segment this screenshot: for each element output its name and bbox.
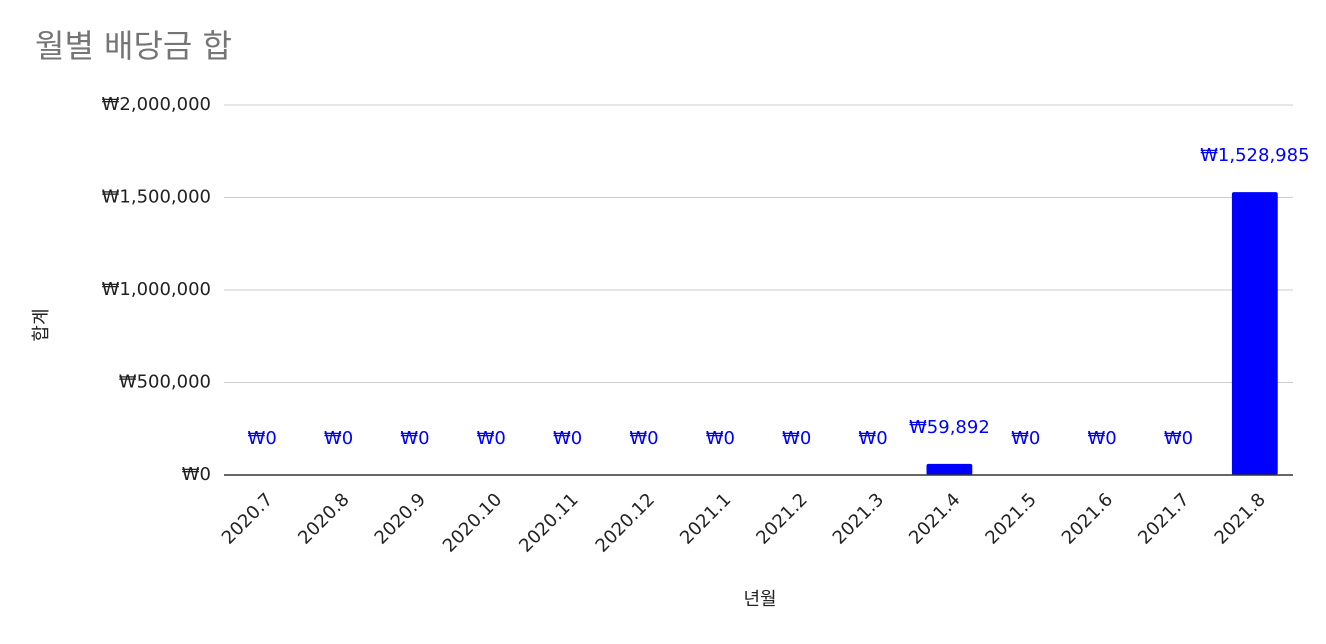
x-tick-label: 2020.7	[218, 489, 277, 548]
x-tick-label: 2021.1	[676, 489, 735, 548]
value-label: ₩0	[553, 428, 582, 449]
value-label: ₩59,892	[909, 417, 990, 438]
x-tick-label: 2020.10	[439, 489, 506, 556]
x-tick-label: 2020.8	[294, 489, 353, 548]
y-tick-label: ₩2,000,000	[102, 94, 211, 115]
value-label: ₩0	[782, 428, 811, 449]
y-tick-label: ₩1,000,000	[102, 279, 211, 300]
bar	[1231, 192, 1278, 476]
y-axis-title: 합계	[31, 308, 52, 341]
value-label: ₩0	[1011, 428, 1040, 449]
x-tick-label: 2021.8	[1211, 489, 1270, 548]
y-tick-label: ₩0	[182, 464, 211, 485]
value-label: ₩0	[858, 428, 887, 449]
x-tick-label: 2021.4	[905, 489, 964, 548]
x-tick-label: 2021.7	[1134, 489, 1193, 548]
x-tick-label: 2021.5	[981, 489, 1040, 548]
value-label: ₩0	[706, 428, 735, 449]
bar	[926, 463, 973, 475]
x-tick-label: 2020.11	[515, 489, 582, 556]
value-label: ₩0	[324, 428, 353, 449]
chart-title: 월별 배당금 합	[35, 27, 232, 65]
value-label: ₩0	[1087, 428, 1116, 449]
x-tick-label: 2020.12	[592, 489, 659, 556]
y-tick-label: ₩500,000	[119, 372, 211, 393]
y-tick-label: ₩1,500,000	[102, 187, 211, 208]
value-label: ₩0	[477, 428, 506, 449]
value-label: ₩0	[1164, 428, 1193, 449]
value-label: ₩1,528,985	[1200, 145, 1309, 166]
x-axis-title: 년월	[743, 589, 776, 610]
value-label: ₩0	[248, 428, 277, 449]
x-tick-label: 2021.3	[829, 489, 888, 548]
x-tick-label: 2020.9	[371, 489, 430, 548]
value-label: ₩0	[629, 428, 658, 449]
x-tick-label: 2021.6	[1058, 489, 1117, 548]
x-tick-label: 2021.2	[752, 489, 811, 548]
value-label: ₩0	[400, 428, 429, 449]
